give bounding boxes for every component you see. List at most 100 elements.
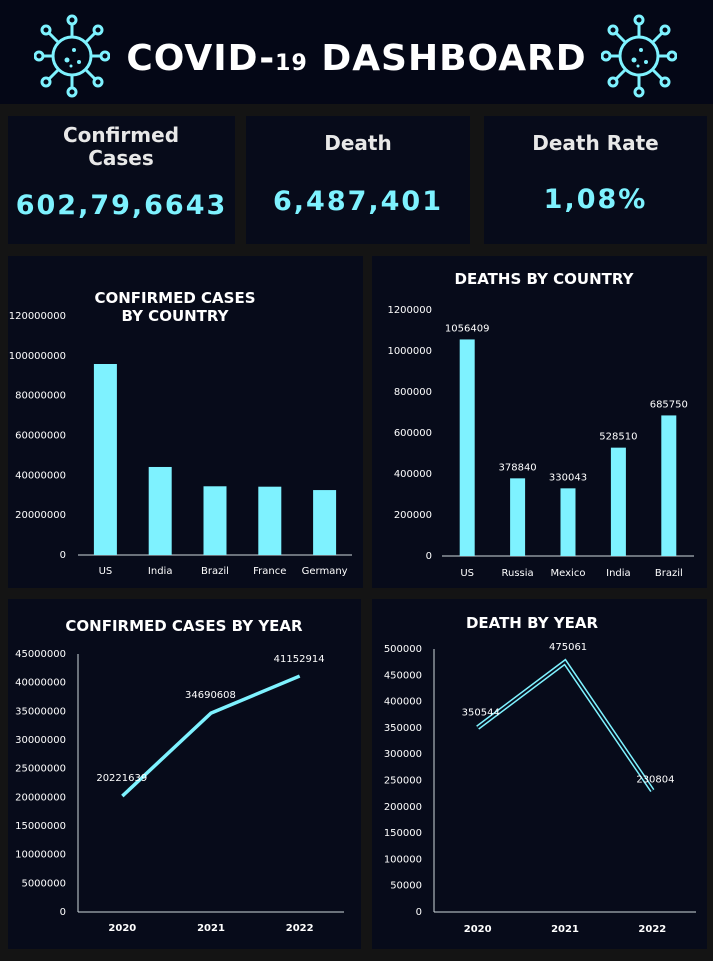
chart-title: DEATH BY YEAR [466,614,599,632]
y-tick-label: 50000 [390,881,422,892]
confirmed-by-year-panel: CONFIRMED CASES BY YEAR 45000000 40000000 3… [8,599,361,949]
y-tick-label: 100000000 [9,351,66,362]
x-tick-label: 2020 [108,923,136,934]
x-tick-label: Mexico [551,568,586,579]
bar [661,415,677,556]
x-tick-label: US [99,566,113,577]
kpi-death-label: Death [324,131,392,155]
y-tick-label: 150000 [384,828,422,839]
y-tick-label: 20000000 [15,510,66,521]
data-label: 20221639 [96,773,147,784]
y-tick-label: 1200000 [387,305,432,316]
data-label: 230804 [636,775,674,786]
chart-title: BY COUNTRY [121,307,229,325]
y-tick-label: 400000 [384,697,422,708]
y-tick-label: 5000000 [21,878,66,889]
kpi-confirmed-label: Confirmed Cases [62,123,180,170]
confirmed-by-year-chart: CONFIRMED CASES BY YEAR 45000000 40000000 3… [15,617,344,934]
bar [510,478,526,556]
kpi-death-rate-card: Death Rate 1,08% [484,116,707,244]
x-tick-label: Brazil [201,566,229,577]
y-tick-label: 0 [416,907,422,918]
chart-title: CONFIRMED CASES [94,289,255,307]
chart-title: CONFIRMED CASES BY YEAR [65,617,303,635]
y-tick-label: 60000000 [15,431,66,442]
y-tick-label: 600000 [394,428,432,439]
x-tick-label: 2021 [551,924,579,935]
dashboard-header: COVID-19 DASHBOARD [0,0,713,104]
y-tick-label: 120000000 [9,311,66,322]
virus-icon [601,14,677,98]
kpi-death-card: Death 6,487,401 [246,116,470,244]
death-by-year-chart: DEATH BY YEAR500000450000400000350000300… [384,614,696,935]
bar [459,339,475,556]
bar [313,490,337,555]
y-tick-label: 500000 [384,644,422,655]
bar [610,447,626,556]
x-tick-label: India [606,568,631,579]
page-title: COVID-19 DASHBOARD [126,38,587,79]
x-tick-label: 2022 [638,924,666,935]
y-tick-label: 0 [426,551,432,562]
kpi-confirmed-value: 602,79,6643 [15,190,228,221]
y-tick-label: 30000000 [15,735,66,746]
kpi-death-rate-value: 1,08% [543,184,648,215]
x-tick-label: Brazil [655,568,683,579]
kpi-death-rate-label: Death Rate [532,131,659,155]
kpi-death-value: 6,487,401 [272,186,444,217]
y-tick-label: 400000 [394,469,432,480]
data-label: 475061 [549,642,587,653]
deaths-by-country-panel: DEATHS BY COUNTRY 1200000 1000000 800000 600… [372,256,707,588]
virus-icon [34,14,110,98]
bar [203,486,227,555]
y-tick-label: 25000000 [15,764,66,775]
y-tick-label: 20000000 [15,792,66,803]
bar [560,488,576,556]
y-tick-label: 15000000 [15,821,66,832]
bar [93,363,117,555]
y-tick-label: 45000000 [15,649,66,660]
y-tick-label: 800000 [394,387,432,398]
y-tick-label: 200000 [384,802,422,813]
x-tick-label: US [460,568,474,579]
x-tick-label: Russia [502,568,534,579]
data-label: 330043 [549,472,587,483]
y-tick-label: 80000000 [15,391,66,402]
data-label: 378840 [499,462,537,473]
bar [148,466,172,555]
y-tick-label: 1000000 [387,346,432,357]
x-tick-label: 2022 [286,923,314,934]
x-tick-label: Germany [302,566,348,577]
data-label: 528510 [599,432,637,443]
x-tick-label: India [148,566,173,577]
y-tick-label: 200000 [394,510,432,521]
y-tick-label: 350000 [384,723,422,734]
kpi-confirmed-card: Confirmed Cases 602,79,6643 [8,116,235,244]
y-tick-label: 40000000 [15,470,66,481]
series-line-inner [477,660,654,792]
y-tick-label: 300000 [384,749,422,760]
deaths-by-country-chart: DEATHS BY COUNTRY 1200000 1000000 800000 600… [387,270,694,579]
y-tick-label: 0 [60,907,66,918]
data-label: 1056409 [445,323,490,334]
data-label: 350544 [462,708,500,719]
y-tick-label: 250000 [384,776,422,787]
chart-title: DEATHS BY COUNTRY [455,270,635,288]
data-label: 34690608 [185,690,236,701]
y-tick-label: 0 [60,550,66,561]
x-tick-label: France [253,566,286,577]
y-tick-label: 10000000 [15,850,66,861]
y-tick-label: 40000000 [15,678,66,689]
x-tick-label: 2021 [197,923,225,934]
y-tick-label: 450000 [384,670,422,681]
series-line [476,658,655,793]
data-label: 685750 [650,399,688,410]
x-tick-label: 2020 [464,924,492,935]
y-tick-label: 100000 [384,854,422,865]
death-by-year-panel: DEATH BY YEAR 500000 450000 400000 350000 300… [372,599,707,949]
data-label: 41152914 [274,654,325,665]
bar [258,486,282,555]
confirmed-by-country-panel: CONFIRMED CASES BY COUNTRY 120000000 100000… [8,256,363,588]
y-tick-label: 35000000 [15,706,66,717]
